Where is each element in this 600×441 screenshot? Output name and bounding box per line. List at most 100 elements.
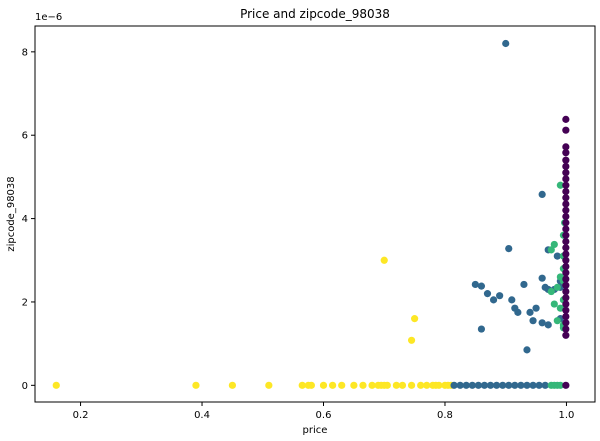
data-point xyxy=(532,304,540,312)
data-point xyxy=(489,296,498,304)
data-point xyxy=(562,187,570,196)
data-point xyxy=(562,256,570,264)
data-point xyxy=(307,381,315,389)
data-point xyxy=(562,237,570,246)
data-point xyxy=(562,269,570,277)
data-point xyxy=(550,240,558,249)
x-tick-label: 0.6 xyxy=(316,410,332,421)
chart-title: Price and zipcode_98038 xyxy=(240,7,390,21)
data-point xyxy=(547,287,555,296)
data-point xyxy=(556,304,564,312)
data-point xyxy=(505,245,513,253)
data-point xyxy=(556,181,564,189)
data-point xyxy=(562,312,570,321)
y-axis-label: zipcode_98038 xyxy=(6,176,17,251)
data-point xyxy=(544,321,552,329)
data-point xyxy=(562,194,570,202)
data-point xyxy=(553,283,561,291)
data-point xyxy=(338,381,346,389)
data-point xyxy=(562,281,570,289)
y-tick-label: 8 xyxy=(22,47,28,58)
data-point xyxy=(368,381,376,389)
data-point xyxy=(526,308,534,316)
data-point xyxy=(493,381,501,389)
y-axis: 0 2 4 6 8 xyxy=(22,47,35,392)
data-point xyxy=(502,39,510,48)
data-point xyxy=(541,283,549,291)
data-point xyxy=(265,381,273,389)
y-tick-label: 2 xyxy=(22,297,28,308)
data-point xyxy=(483,290,492,298)
data-point xyxy=(423,381,431,389)
data-point xyxy=(517,381,525,389)
data-point xyxy=(562,162,570,171)
data-point xyxy=(541,381,549,389)
y-tick-label: 4 xyxy=(22,214,28,225)
data-point xyxy=(562,231,570,239)
data-point xyxy=(359,381,367,389)
data-point xyxy=(562,300,570,308)
data-point xyxy=(319,381,328,389)
data-point xyxy=(562,206,570,214)
data-point xyxy=(411,315,419,323)
data-point xyxy=(535,381,543,389)
data-point xyxy=(553,317,561,325)
data-point xyxy=(392,381,400,389)
data-point xyxy=(538,190,546,199)
data-point xyxy=(562,169,570,177)
y-tick-label: 6 xyxy=(22,131,28,142)
data-point xyxy=(471,280,479,289)
data-point xyxy=(562,212,570,221)
x-axis-label: price xyxy=(303,425,328,436)
x-axis: 0.2 0.4 0.6 0.8 1.0 xyxy=(73,402,575,421)
x-tick-label: 0.4 xyxy=(194,410,210,421)
data-point xyxy=(562,200,570,208)
data-point xyxy=(529,317,537,325)
data-point xyxy=(523,346,531,354)
data-point xyxy=(553,252,561,260)
y-offset-label: 1e−6 xyxy=(35,12,62,23)
data-point xyxy=(520,280,528,289)
data-point xyxy=(477,282,486,290)
plot-frame xyxy=(34,25,596,403)
data-point xyxy=(562,294,570,302)
data-point xyxy=(228,381,236,389)
data-point xyxy=(350,381,358,389)
data-point xyxy=(562,250,570,258)
data-point xyxy=(468,381,476,389)
data-point xyxy=(383,381,391,389)
data-point xyxy=(523,381,531,389)
data-point xyxy=(417,381,425,389)
data-point xyxy=(380,256,388,264)
data-point xyxy=(562,156,570,164)
data-point xyxy=(511,381,519,389)
data-point xyxy=(538,274,546,282)
data-point xyxy=(562,225,570,233)
data-point xyxy=(556,381,564,389)
data-point xyxy=(477,325,486,333)
x-tick-label: 1.0 xyxy=(559,410,575,421)
data-point xyxy=(398,381,407,389)
data-point xyxy=(407,381,416,389)
plot-area xyxy=(52,39,570,389)
data-point xyxy=(562,181,570,189)
data-point xyxy=(562,219,570,227)
data-point xyxy=(562,175,570,183)
data-point xyxy=(562,331,570,339)
data-point xyxy=(298,381,306,389)
data-point xyxy=(514,308,522,316)
data-point xyxy=(562,262,570,271)
data-point xyxy=(407,336,416,344)
data-point xyxy=(480,381,489,389)
data-point xyxy=(486,381,495,389)
data-point xyxy=(562,325,570,333)
data-point xyxy=(562,381,570,389)
data-point xyxy=(192,381,200,389)
data-point xyxy=(529,381,537,389)
data-point xyxy=(435,381,443,389)
data-point xyxy=(562,275,570,283)
data-point xyxy=(499,381,507,389)
y-tick-label: 0 xyxy=(22,381,28,392)
data-point xyxy=(550,300,558,308)
